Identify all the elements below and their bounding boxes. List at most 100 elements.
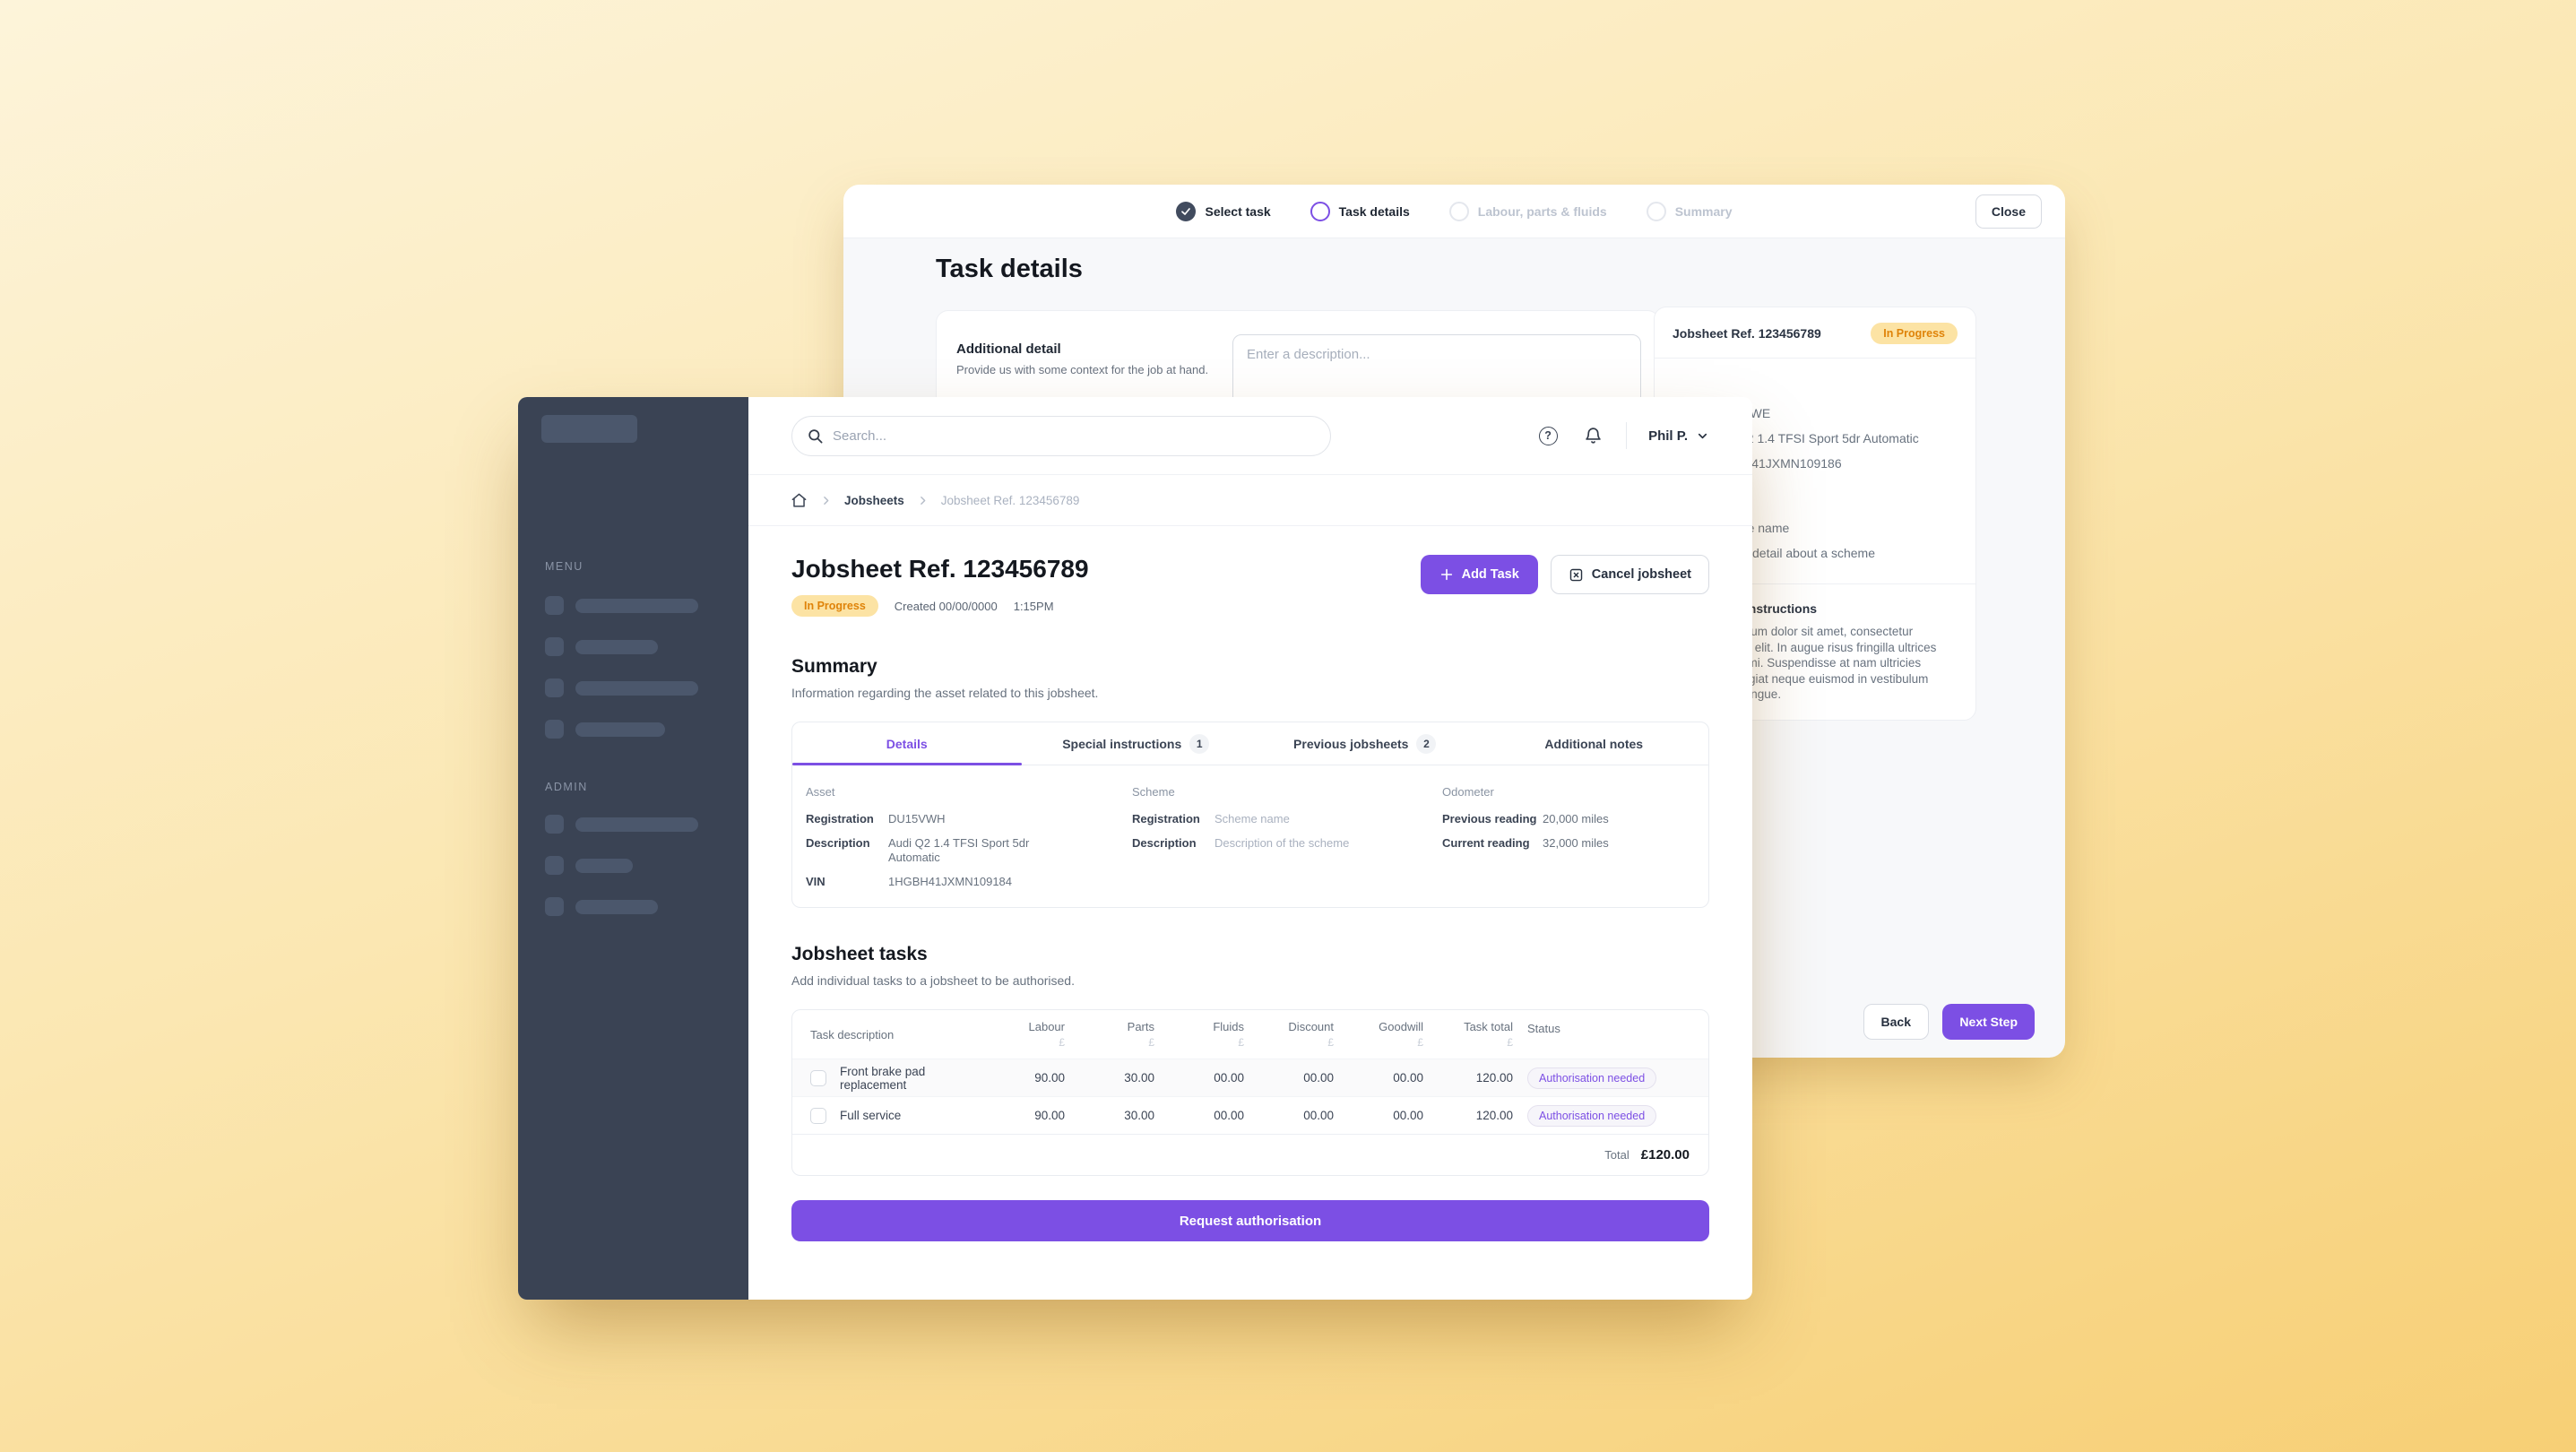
page-title: Jobsheet Ref. 123456789: [791, 555, 1089, 583]
wizard-header: Select task Task details Labour, parts &…: [843, 185, 2065, 238]
sidebar-item[interactable]: [545, 856, 633, 875]
created-date: Created 00/00/0000: [894, 599, 998, 613]
step-task-details[interactable]: Task details: [1310, 201, 1410, 221]
field-label: Current reading: [1442, 836, 1530, 850]
sidebar-item[interactable]: [545, 720, 665, 739]
sidebar-menu-label: MENU: [545, 560, 583, 573]
odometer-fieldset: Odometer Previous reading 20,000 miles Cu…: [1442, 785, 1609, 860]
sidebar-item-icon: [545, 637, 564, 656]
cancel-jobsheet-button[interactable]: Cancel jobsheet: [1550, 555, 1709, 594]
request-authorisation-button[interactable]: Request authorisation: [791, 1200, 1709, 1241]
logo-placeholder: [541, 415, 637, 443]
step-label: Select task: [1205, 203, 1271, 219]
sidebar-item-icon: [545, 596, 564, 615]
back-button[interactable]: Back: [1863, 1004, 1929, 1040]
additional-detail-description: Provide us with some context for the job…: [956, 363, 1209, 376]
close-button[interactable]: Close: [1975, 194, 2042, 229]
help-icon[interactable]: ?: [1536, 424, 1560, 447]
row-checkbox[interactable]: [810, 1069, 826, 1086]
details-tab-panel: Asset Registration DU15VWH Description Aud…: [792, 765, 1708, 907]
fluids-value: 00.00: [1214, 1071, 1244, 1085]
chevron-right-icon: [917, 495, 929, 506]
tasks-table-header: Task description Labour £ Parts £ Fluids £ …: [792, 1010, 1708, 1059]
column-header-discount: Discount £: [1288, 1020, 1334, 1049]
task-total-value: 120.00: [1475, 1109, 1513, 1122]
sidebar-item-icon: [545, 897, 564, 916]
divider: [1655, 583, 1975, 584]
step-complete-check-icon: [1176, 201, 1197, 221]
search-box[interactable]: [791, 415, 1331, 456]
sidebar-item-placeholder: [575, 899, 658, 914]
user-menu[interactable]: Phil P.: [1648, 428, 1709, 444]
tab-special-instructions[interactable]: Special instructions 1: [1022, 722, 1251, 765]
tab-label: Additional notes: [1544, 736, 1644, 751]
sidebar-item[interactable]: [545, 678, 698, 697]
row-checkbox[interactable]: [810, 1107, 826, 1124]
goodwill-value: 00.00: [1393, 1071, 1423, 1085]
tab-label: Special instructions: [1062, 736, 1182, 751]
step-circle-icon: [1646, 201, 1666, 221]
discount-value: 00.00: [1303, 1109, 1334, 1122]
sidebar-item-icon: [545, 815, 564, 834]
field-label: Registration: [1132, 812, 1200, 825]
goodwill-value: 00.00: [1393, 1109, 1423, 1122]
discount-value: 00.00: [1303, 1071, 1334, 1085]
next-step-button[interactable]: Next Step: [1942, 1004, 2035, 1040]
tab-details[interactable]: Details: [792, 722, 1022, 765]
step-summary[interactable]: Summary: [1646, 201, 1733, 221]
tab-label: Details: [886, 736, 928, 751]
sidebar-item[interactable]: [545, 596, 698, 615]
notification-bell-icon[interactable]: [1581, 424, 1604, 447]
task-description: Front brake pad replacement: [840, 1064, 926, 1092]
jobsheet-tasks-title: Jobsheet tasks: [791, 944, 928, 964]
step-labour-parts-fluids[interactable]: Labour, parts & fluids: [1448, 201, 1607, 221]
step-label: Labour, parts & fluids: [1477, 203, 1607, 219]
plus-icon: [1439, 567, 1454, 582]
field-label: Description: [806, 836, 870, 850]
tab-additional-notes[interactable]: Additional notes: [1480, 722, 1709, 765]
table-row: Full service 90.00 30.00 00.00 00.00 00.…: [792, 1096, 1708, 1134]
asset-description-value: Audi Q2 1.4 TFSI Sport 5dr Automatic: [888, 836, 1030, 864]
home-icon[interactable]: [791, 492, 808, 509]
status-badge: In Progress: [791, 595, 878, 617]
asset-fieldset: Asset Registration DU15VWH Description Aud…: [806, 785, 1042, 899]
search-input[interactable]: [833, 428, 1316, 444]
step-label: Task details: [1338, 203, 1410, 219]
tab-previous-jobsheets[interactable]: Previous jobsheets 2: [1250, 722, 1480, 765]
odometer-current-value: 32,000 miles: [1543, 836, 1609, 850]
column-header-status: Status: [1527, 1022, 1560, 1035]
total-value: £120.00: [1640, 1147, 1690, 1162]
breadcrumb: Jobsheets Jobsheet Ref. 123456789: [748, 475, 1752, 526]
column-header-task-total: Task total £: [1464, 1020, 1513, 1049]
step-select-task[interactable]: Select task: [1176, 201, 1271, 221]
sidebar-item-placeholder: [575, 858, 633, 873]
search-icon: [807, 428, 824, 445]
column-header-fluids: Fluids £: [1213, 1020, 1244, 1049]
tab-label: Previous jobsheets: [1293, 736, 1409, 751]
tab-count-badge: 1: [1189, 733, 1210, 754]
authorisation-needed-badge: Authorisation needed: [1527, 1067, 1657, 1089]
sidebar-item[interactable]: [545, 897, 658, 916]
sidebar-item-placeholder: [575, 639, 658, 654]
summary-subtitle: Information regarding the asset related …: [791, 686, 1099, 700]
tasks-table: Task description Labour £ Parts £ Fluids £ …: [791, 1009, 1709, 1176]
step-circle-icon: [1448, 201, 1469, 221]
sidebar-item[interactable]: [545, 815, 698, 834]
field-label: Registration: [806, 812, 874, 825]
breadcrumb-jobsheets-link[interactable]: Jobsheets: [844, 493, 904, 507]
cancel-jobsheet-label: Cancel jobsheet: [1591, 567, 1691, 582]
scheme-fieldset: Scheme Registration Scheme name Descripti…: [1132, 785, 1349, 860]
wizard-page-title: Task details: [936, 255, 1083, 283]
sidebar-item-placeholder: [575, 817, 698, 832]
side-vehicle-description: Audi Q2 1.4 TFSI Sport 5dr Automatic: [1708, 431, 1919, 445]
column-header-goodwill: Goodwill £: [1379, 1020, 1423, 1049]
add-task-button[interactable]: Add Task: [1420, 555, 1538, 594]
jobsheet-tasks-subtitle: Add individual tasks to a jobsheet to be…: [791, 973, 1075, 988]
step-label: Summary: [1674, 203, 1733, 219]
sidebar-item[interactable]: [545, 637, 658, 656]
scheme-description-value: Description of the scheme: [1215, 836, 1350, 850]
column-header-task-description: Task description: [810, 1027, 895, 1041]
total-label: Total: [1604, 1148, 1629, 1162]
asset-registration-value: DU15VWH: [888, 812, 946, 825]
task-description: Full service: [840, 1109, 902, 1122]
